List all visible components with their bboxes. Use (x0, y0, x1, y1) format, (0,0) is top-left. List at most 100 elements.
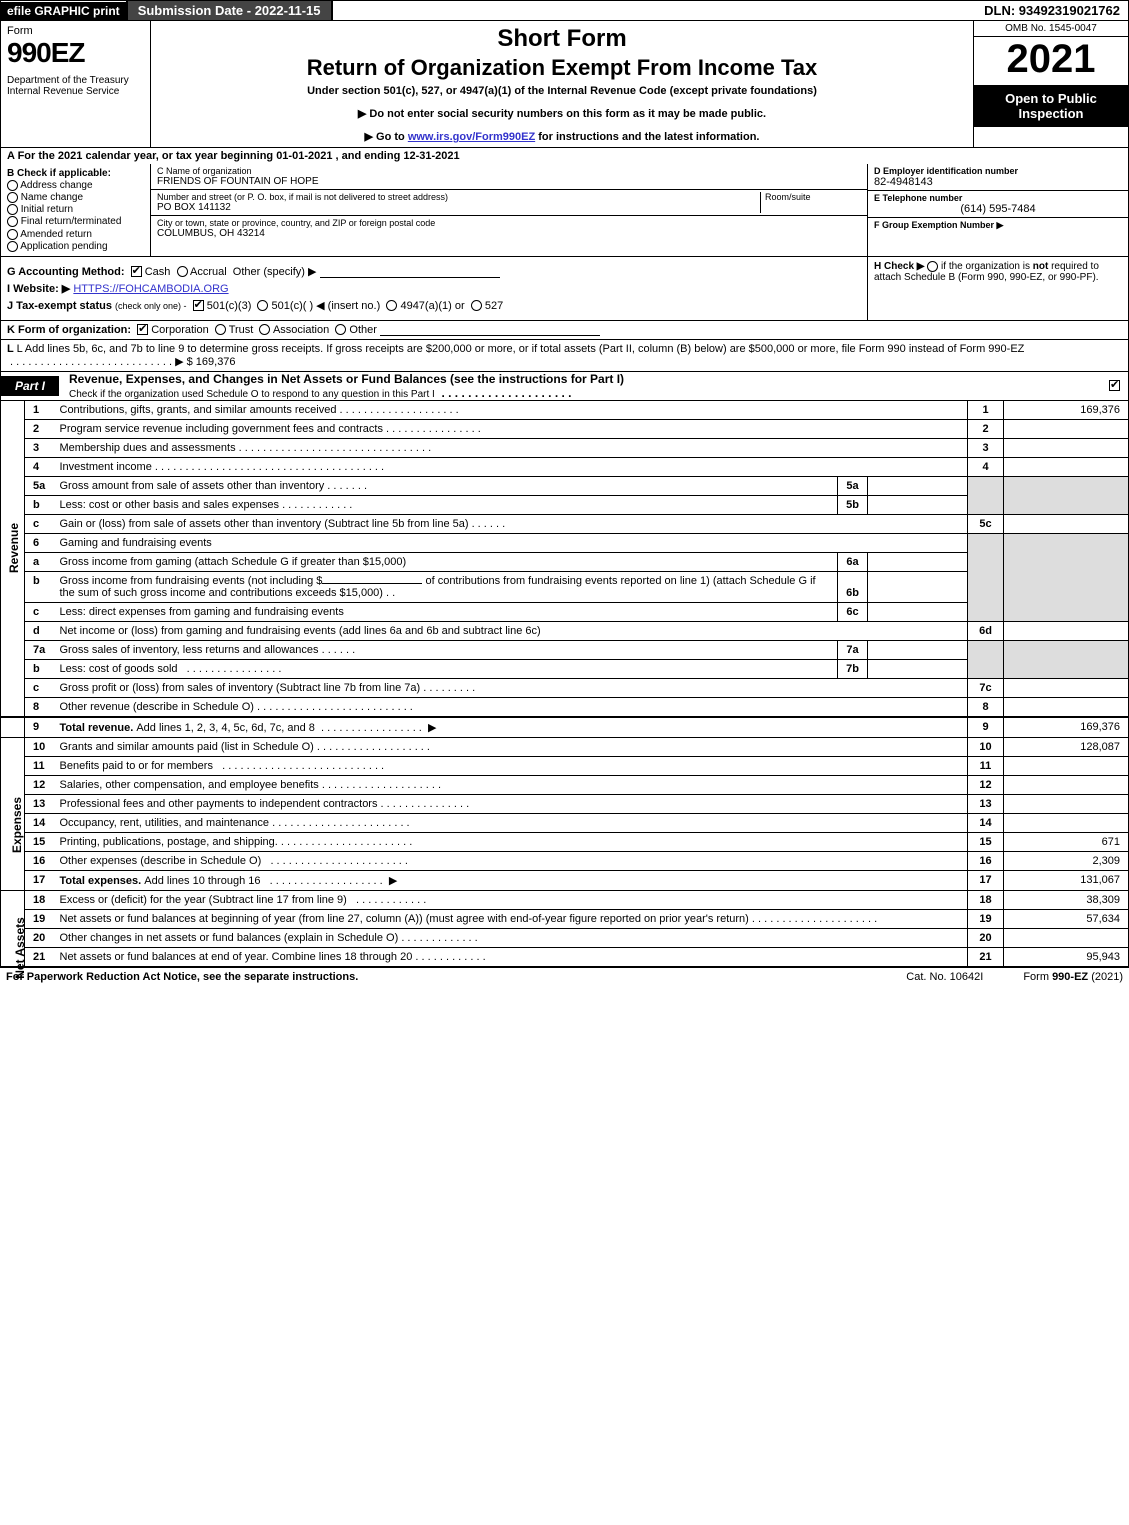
ln: 5a (25, 476, 55, 495)
j-527-icon[interactable] (471, 300, 482, 311)
ln: 21 (25, 947, 55, 966)
section-j: J Tax-exempt status (check only one) - 5… (7, 299, 861, 312)
table-row: b Less: cost or other basis and sales ex… (1, 495, 1129, 514)
sub-val (868, 476, 968, 495)
g-other-slot[interactable] (320, 266, 500, 278)
num: 9 (968, 717, 1004, 738)
amt: 131,067 (1004, 870, 1129, 890)
amt: 169,376 (1004, 717, 1129, 738)
k-trust-icon[interactable] (215, 324, 226, 335)
num: 2 (968, 419, 1004, 438)
k-other-slot[interactable] (380, 324, 600, 336)
amt (1004, 457, 1129, 476)
k-label: K Form of organization: (7, 324, 131, 336)
desc: Gross profit or (loss) from sales of inv… (55, 678, 968, 697)
table-row: c Less: direct expenses from gaming and … (1, 602, 1129, 621)
num: 16 (968, 851, 1004, 870)
form-ref: Form 990-EZ (2021) (1023, 971, 1123, 983)
amt (1004, 621, 1129, 640)
amt: 671 (1004, 832, 1129, 851)
ln: c (25, 602, 55, 621)
ln: 10 (25, 737, 55, 756)
k-corp-icon[interactable] (137, 324, 148, 335)
h-mid: if the organization is (941, 261, 1033, 272)
desc: Total revenue. Add lines 1, 2, 3, 4, 5c,… (55, 717, 968, 738)
j-label: J Tax-exempt status (7, 300, 112, 312)
goto-prefix: ▶ Go to (365, 131, 408, 143)
j-o2: 501(c)( ) ◀ (insert no.) (272, 300, 381, 312)
h-checkbox-icon[interactable] (927, 261, 938, 272)
g-cash: Cash (145, 266, 171, 278)
opt-label: Initial return (21, 204, 73, 215)
desc: Net assets or fund balances at beginning… (55, 909, 968, 928)
table-row: 19 Net assets or fund balances at beginn… (1, 909, 1129, 928)
section-e: E Telephone number (614) 595-7484 (868, 191, 1128, 218)
ln: 12 (25, 775, 55, 794)
cash-checkbox-icon[interactable] (131, 266, 142, 277)
num: 7c (968, 678, 1004, 697)
ln: 8 (25, 697, 55, 717)
table-row: d Net income or (loss) from gaming and f… (1, 621, 1129, 640)
j-501c-icon[interactable] (257, 300, 268, 311)
desc: Gaming and fundraising events (55, 533, 968, 552)
sub-val (868, 640, 968, 659)
num: 17 (968, 870, 1004, 890)
grey-cell (1004, 533, 1129, 621)
table-row: b Gross income from fundraising events (… (1, 571, 1129, 602)
room-label: Room/suite (765, 192, 861, 202)
desc: Other changes in net assets or fund bala… (55, 928, 968, 947)
amt: 38,309 (1004, 890, 1129, 909)
j-4947-icon[interactable] (386, 300, 397, 311)
num: 4 (968, 457, 1004, 476)
grey-cell (968, 476, 1004, 514)
desc: Gross income from fundraising events (no… (55, 571, 838, 602)
website-link[interactable]: HTTPS://FOHCAMBODIA.ORG (73, 283, 228, 295)
desc: Gross amount from sale of assets other t… (55, 476, 838, 495)
ln: 18 (25, 890, 55, 909)
j-501c3-icon[interactable] (193, 300, 204, 311)
opt-application-pending[interactable]: Application pending (7, 241, 144, 252)
k-other-icon[interactable] (335, 324, 346, 335)
goto-suffix: for instructions and the latest informat… (535, 131, 759, 143)
num: 10 (968, 737, 1004, 756)
opt-name-change[interactable]: Name change (7, 192, 144, 203)
k-assoc-icon[interactable] (259, 324, 270, 335)
desc: Less: cost or other basis and sales expe… (55, 495, 838, 514)
accrual-checkbox-icon[interactable] (177, 266, 188, 277)
opt-final-return[interactable]: Final return/terminated (7, 216, 144, 227)
form-number: 990EZ (7, 37, 144, 69)
tax-year: 2021 (974, 37, 1128, 85)
table-row: 7a Gross sales of inventory, less return… (1, 640, 1129, 659)
ln: c (25, 514, 55, 533)
ln: 13 (25, 794, 55, 813)
part-i-schedule-o-checkbox-icon[interactable] (1109, 380, 1120, 391)
part-i-table: Revenue 1 Contributions, gifts, grants, … (0, 401, 1129, 967)
table-row: 13 Professional fees and other payments … (1, 794, 1129, 813)
top-bar: efile GRAPHIC print Submission Date - 20… (0, 0, 1129, 21)
l-text: L Add lines 5b, 6c, and 7b to line 9 to … (17, 343, 1025, 355)
num: 13 (968, 794, 1004, 813)
dept-label: Department of the Treasury Internal Reve… (7, 75, 144, 97)
part-i-title: Revenue, Expenses, and Changes in Net As… (59, 372, 1109, 400)
phone-label: E Telephone number (874, 193, 1122, 203)
sections-def: D Employer identification number 82-4948… (868, 164, 1128, 256)
expenses-side-label: Expenses (1, 737, 25, 890)
opt-amended-return[interactable]: Amended return (7, 229, 144, 240)
efile-print-label[interactable]: efile GRAPHIC print (1, 2, 126, 20)
amt: 169,376 (1004, 401, 1129, 420)
city-value: COLUMBUS, OH 43214 (157, 228, 861, 239)
table-row: 16 Other expenses (describe in Schedule … (1, 851, 1129, 870)
table-row: b Less: cost of goods sold . . . . . . .… (1, 659, 1129, 678)
opt-address-change[interactable]: Address change (7, 180, 144, 191)
org-name-label: C Name of organization (157, 166, 861, 176)
year-column: OMB No. 1545-0047 2021 Open to Public In… (973, 21, 1128, 147)
part-i-subtitle: Check if the organization used Schedule … (69, 389, 435, 400)
amt: 95,943 (1004, 947, 1129, 966)
table-row: a Gross income from gaming (attach Sched… (1, 552, 1129, 571)
opt-initial-return[interactable]: Initial return (7, 204, 144, 215)
desc: Professional fees and other payments to … (55, 794, 968, 813)
j-o3: 4947(a)(1) or (400, 300, 464, 312)
amt (1004, 775, 1129, 794)
street-block: Number and street (or P. O. box, if mail… (151, 190, 867, 216)
irs-link[interactable]: www.irs.gov/Form990EZ (408, 131, 535, 143)
